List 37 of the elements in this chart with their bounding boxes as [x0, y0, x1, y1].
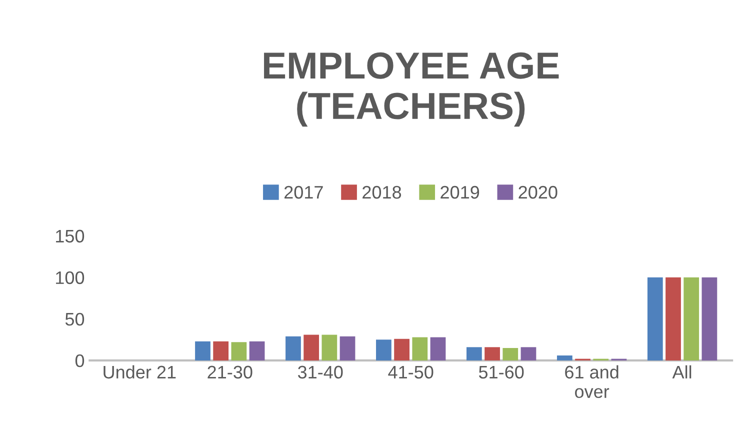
bar	[412, 337, 428, 360]
legend-label: 2020	[518, 186, 558, 199]
legend-label: 2017	[284, 186, 323, 199]
bar	[304, 334, 320, 360]
y-tick-label: 150	[56, 230, 84, 243]
x-tick-label: 41-50	[388, 366, 434, 379]
legend-label: 2019	[440, 186, 480, 199]
bar	[647, 277, 663, 360]
bar	[340, 336, 356, 360]
x-tick-label: Under 21	[104, 365, 176, 379]
bar	[249, 341, 265, 360]
bar	[376, 340, 392, 360]
y-tick-label: 0	[75, 354, 84, 368]
bar	[195, 341, 210, 360]
legend-label: 2018	[362, 186, 402, 199]
x-tick-label: 61 and over	[565, 365, 618, 398]
bar	[322, 334, 338, 360]
y-tick-label: 100	[56, 271, 84, 284]
bar	[213, 341, 229, 360]
x-tick-label: 31-40	[298, 366, 343, 379]
bar	[466, 347, 482, 360]
bar	[684, 277, 700, 360]
bar	[231, 342, 247, 360]
bar	[702, 277, 718, 360]
chart-title: EMPLOYEE AGE (TEACHERS)	[264, 52, 559, 127]
bar	[286, 336, 301, 360]
y-tick-label: 50	[65, 312, 84, 326]
x-tick-label: 21-30	[208, 366, 252, 379]
x-tick-label: 51-60	[478, 366, 524, 379]
bar	[430, 337, 446, 360]
bar	[520, 347, 536, 360]
bar	[484, 347, 500, 360]
x-tick-label: All	[672, 365, 692, 378]
bar	[502, 348, 518, 360]
bar	[556, 355, 572, 360]
bar	[394, 338, 410, 360]
bar	[666, 277, 681, 360]
